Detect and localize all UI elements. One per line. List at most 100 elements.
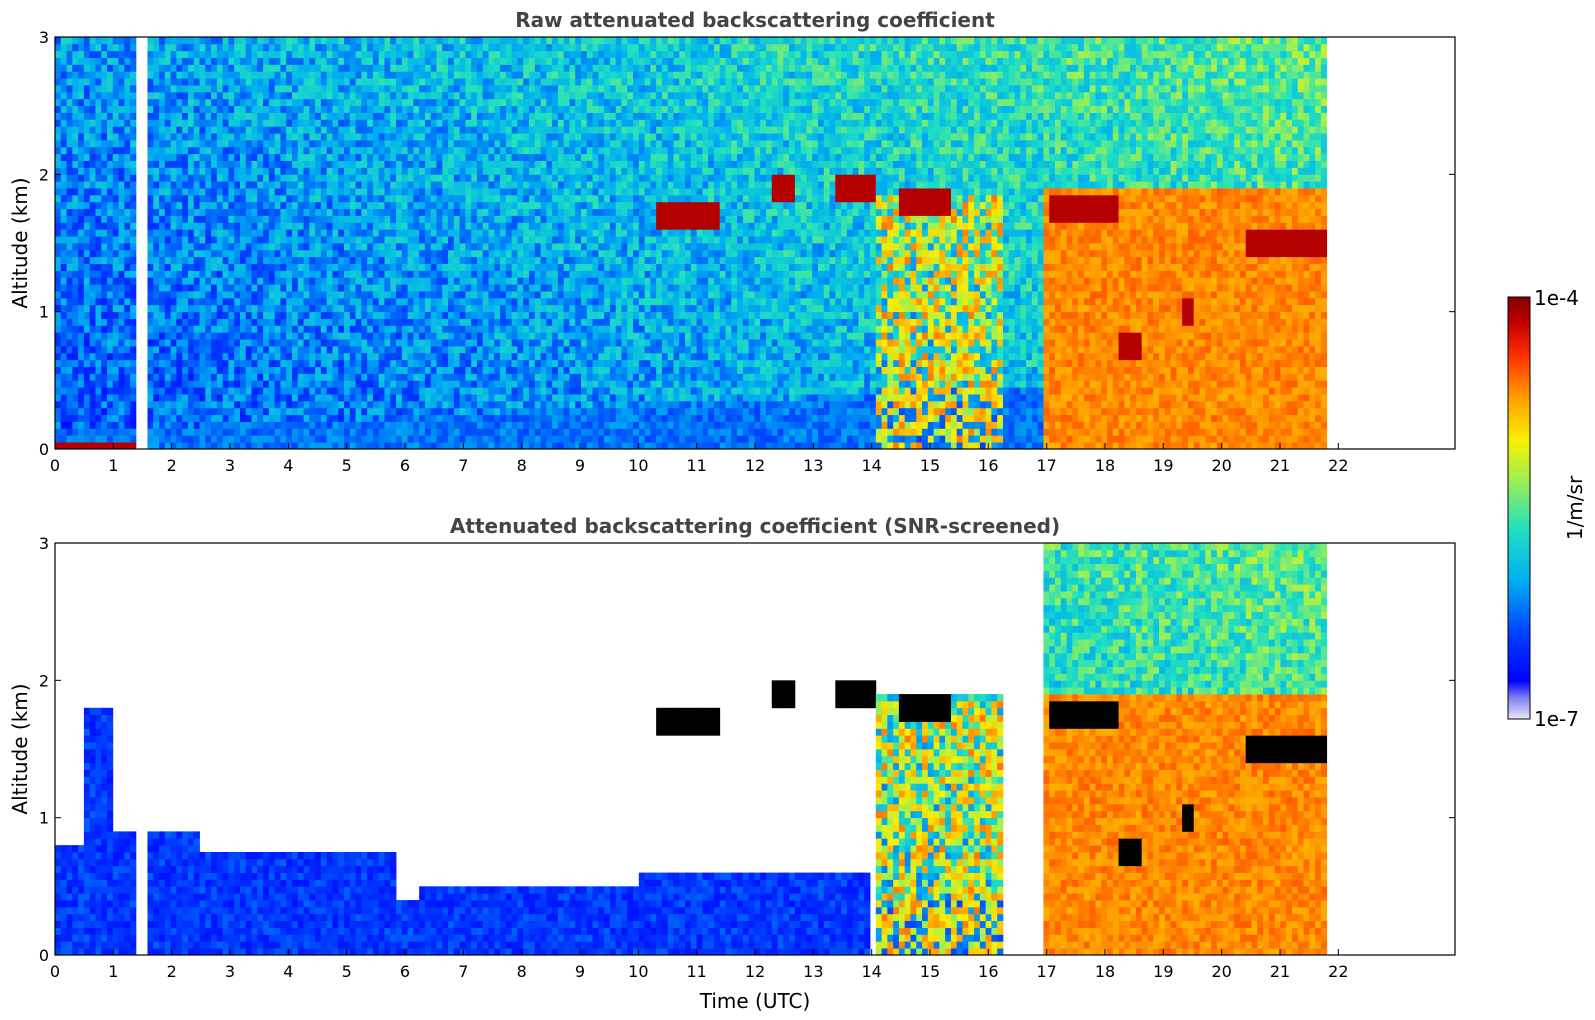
heatmap-cell [286, 380, 293, 388]
heatmap-cell [349, 373, 356, 381]
heatmap-cell [372, 442, 380, 449]
heatmap-cell [107, 435, 114, 443]
heatmap-cell [176, 112, 183, 120]
heatmap-cell [199, 421, 206, 429]
heatmap-cell [315, 366, 322, 374]
heatmap-cell [72, 78, 79, 86]
heatmap-cell [349, 421, 356, 429]
heatmap-cell [407, 201, 414, 210]
heatmap-cell [436, 236, 443, 244]
heatmap-cell [430, 105, 437, 113]
heatmap-cell [528, 194, 536, 203]
heatmap-cell [430, 236, 437, 244]
heatmap-cell [205, 435, 212, 443]
heatmap-cell [517, 421, 524, 429]
heatmap-cell [60, 78, 67, 86]
heatmap-cell [303, 394, 310, 402]
heatmap-cell [465, 284, 472, 292]
heatmap-cell [511, 85, 518, 93]
heatmap-cell [164, 318, 172, 326]
heatmap-cell [216, 215, 224, 223]
heatmap-cell [89, 435, 96, 443]
heatmap-cell [517, 64, 524, 72]
heatmap-cell [101, 428, 108, 436]
heatmap-cell [459, 435, 466, 443]
heatmap-cell [176, 407, 183, 416]
heatmap-cell [413, 98, 420, 107]
heatmap-cell [280, 181, 287, 189]
heatmap-cell [361, 126, 368, 134]
heatmap-cell [112, 346, 119, 354]
heatmap-cell [419, 98, 426, 107]
heatmap-cell [228, 140, 235, 148]
heatmap-cell [112, 380, 119, 388]
heatmap-cell [367, 297, 374, 306]
heatmap-cell [153, 304, 160, 313]
heatmap-cell [540, 366, 547, 374]
heatmap-cell [413, 146, 420, 155]
heatmap-cell [216, 318, 224, 326]
heatmap-cell [234, 215, 241, 223]
heatmap-cell [540, 71, 547, 79]
heatmap-cell [199, 105, 206, 113]
heatmap-cell [540, 332, 547, 340]
heatmap-cell [234, 71, 241, 79]
heatmap-cell [187, 146, 195, 155]
heatmap-cell [523, 194, 530, 203]
heatmap-cell [448, 167, 455, 175]
heatmap-cell [118, 37, 125, 45]
heatmap-cell [170, 57, 177, 65]
heatmap-cell [459, 373, 466, 381]
heatmap-cell [280, 297, 287, 306]
heatmap-cell [534, 311, 541, 319]
heatmap-cell [338, 263, 345, 271]
heatmap-cell [315, 236, 322, 244]
heatmap-cell [546, 400, 553, 409]
heatmap-cell [419, 311, 426, 319]
heatmap-cell [523, 119, 530, 127]
heatmap-cell [211, 311, 218, 319]
heatmap-cell [442, 277, 449, 285]
heatmap-cell [424, 215, 432, 223]
heatmap-cell [176, 373, 183, 381]
heatmap-cell [239, 194, 247, 203]
heatmap-cell [89, 105, 96, 113]
heatmap-cell [465, 222, 472, 230]
heatmap-cell [257, 421, 264, 429]
heatmap-cell [72, 208, 79, 216]
heatmap-cell [60, 215, 67, 223]
heatmap-cell [164, 126, 172, 134]
heatmap-cell [193, 380, 200, 388]
heatmap-cell [205, 133, 212, 141]
heatmap-cell [407, 174, 414, 182]
heatmap-cell [251, 442, 258, 449]
heatmap-cell [66, 400, 73, 409]
heatmap-cell [112, 37, 119, 45]
heatmap-cell [476, 366, 484, 374]
heatmap-cell [251, 98, 258, 107]
heatmap-cell [234, 407, 241, 416]
heatmap-cell [78, 346, 85, 354]
heatmap-cell [72, 37, 79, 45]
heatmap-cell [482, 57, 489, 65]
heatmap-cell [170, 421, 177, 429]
heatmap-cell [453, 400, 461, 409]
heatmap-cell [396, 304, 403, 313]
heatmap-cell [488, 181, 495, 189]
heatmap-cell [268, 98, 276, 107]
heatmap-cell [384, 325, 391, 333]
heatmap-cell [430, 208, 437, 216]
heatmap-cell [378, 339, 385, 347]
heatmap-cell [303, 112, 310, 120]
heatmap-cell [500, 222, 507, 230]
heatmap-cell [540, 119, 547, 127]
heatmap-cell [505, 236, 513, 244]
heatmap-cell [419, 215, 426, 223]
heatmap-cell [476, 332, 484, 340]
heatmap-cell [130, 394, 137, 402]
heatmap-cell [66, 50, 73, 58]
heatmap-cell [257, 311, 264, 319]
heatmap-cell [367, 366, 374, 374]
heatmap-cell [534, 352, 541, 361]
heatmap-cell [263, 243, 270, 251]
